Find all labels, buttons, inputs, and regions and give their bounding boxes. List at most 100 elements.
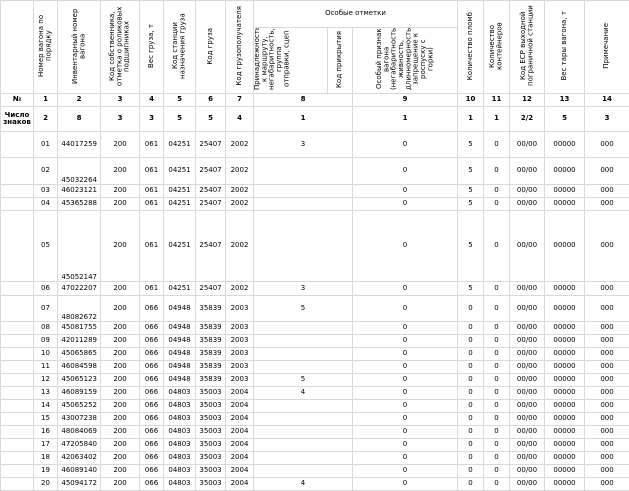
cell-col-6: 25407 xyxy=(195,197,226,211)
cell-col-12: 12 xyxy=(509,93,545,107)
cell-col-5: 04948 xyxy=(163,295,196,322)
cell-col-2: 2 xyxy=(57,93,101,107)
cell-col-9: 0 xyxy=(352,464,458,478)
header-text: Номер вагона по порядку xyxy=(37,14,53,77)
cell-col-7: 2002 xyxy=(225,184,254,198)
cell-col-2: 45065252 xyxy=(57,399,101,413)
cell-col-5: 04948 xyxy=(163,373,196,387)
cell-col-12: 2/2 xyxy=(509,106,545,132)
cell-col-12: 00/00 xyxy=(509,157,545,185)
cell-col-7: 7 xyxy=(225,93,254,107)
cell-col-12: 00/00 xyxy=(509,412,545,426)
cell-col-11: 0 xyxy=(483,386,510,400)
cell-col-6: 6 xyxy=(195,93,226,107)
cell-col-8: 8 xyxy=(253,93,353,107)
cell-col-14: 000 xyxy=(584,281,629,296)
cell-col-6: 25407 xyxy=(195,184,226,198)
cell-col-9: 0 xyxy=(352,347,458,361)
cell-col-10: 5 xyxy=(457,210,484,282)
cell-col-14: 3 xyxy=(584,106,629,132)
cell-col-4: 066 xyxy=(139,386,164,400)
cell-col-4: 061 xyxy=(139,184,164,198)
header-c15: Примечание xyxy=(584,0,629,94)
cell-col-7: 2003 xyxy=(225,347,254,361)
cell-col-1: 06 xyxy=(33,281,58,296)
cell-col-5: 04251 xyxy=(163,281,196,296)
cell-col-14: 000 xyxy=(584,321,629,335)
cell-col-7: 2003 xyxy=(225,321,254,335)
row-label xyxy=(0,425,34,439)
cell-col-14: 000 xyxy=(584,464,629,478)
cell-col-12: 00/00 xyxy=(509,347,545,361)
cell-col-10: 5 xyxy=(457,197,484,211)
cell-col-3: 200 xyxy=(100,438,140,452)
cell-col-7: 2002 xyxy=(225,131,254,158)
cell-col-9: 0 xyxy=(352,386,458,400)
cell-col-13: 00000 xyxy=(544,131,585,158)
cell-col-14: 000 xyxy=(584,477,629,491)
cell-col-2: 47022207 xyxy=(57,281,101,296)
cell-col-13: 00000 xyxy=(544,184,585,198)
cell-col-11: 0 xyxy=(483,295,510,322)
row-label xyxy=(0,347,34,361)
table-row: 15 43007238 200 066 04803 35003 2004 0 0 0 00/00 00… xyxy=(0,412,629,426)
cell-col-6: 35003 xyxy=(195,464,226,478)
cell-col-13: 00000 xyxy=(544,347,585,361)
cell-col-13: 00000 xyxy=(544,373,585,387)
cell-col-11: 0 xyxy=(483,197,510,211)
cell-col-10: 5 xyxy=(457,157,484,185)
cell-col-14: 14 xyxy=(584,93,629,107)
cell-col-12: 00/00 xyxy=(509,321,545,335)
cell-col-2: 48084069 xyxy=(57,425,101,439)
cell-col-13: 00000 xyxy=(544,399,585,413)
cell-col-12: 00/00 xyxy=(509,373,545,387)
cell-col-11: 0 xyxy=(483,184,510,198)
cell-col-1: 01 xyxy=(33,131,58,158)
cell-col-9: 0 xyxy=(352,334,458,348)
cell-col-1: 11 xyxy=(33,360,58,374)
cell-col-9: 0 xyxy=(352,373,458,387)
cell-col-4: 061 xyxy=(139,210,164,282)
cell-col-12: 00/00 xyxy=(509,334,545,348)
cell-col-13: 00000 xyxy=(544,210,585,282)
cell-col-5: 04948 xyxy=(163,360,196,374)
cell-col-14: 000 xyxy=(584,131,629,158)
cell-col-12: 00/00 xyxy=(509,210,545,282)
cell-col-10: 0 xyxy=(457,295,484,322)
cell-col-6: 35839 xyxy=(195,373,226,387)
cell-col-7: 2004 xyxy=(225,464,254,478)
cell-col-6: 35003 xyxy=(195,412,226,426)
cell-col-3: 200 xyxy=(100,360,140,374)
cell-col-14: 000 xyxy=(584,295,629,322)
cell-col-1: 1 xyxy=(33,93,58,107)
cell-col-4: 3 xyxy=(139,106,164,132)
cell-col-8 xyxy=(253,347,353,361)
header-c3: Код собственника, отметка о роликовых по… xyxy=(100,0,140,94)
header-corner xyxy=(0,0,34,94)
cell-col-2: 48082672 xyxy=(57,295,101,322)
cell-col-7: 2004 xyxy=(225,451,254,465)
cell-col-2: 45065865 xyxy=(57,347,101,361)
cell-col-9: 0 xyxy=(352,157,458,185)
cell-col-3: 200 xyxy=(100,464,140,478)
cell-col-4: 061 xyxy=(139,131,164,158)
cell-col-4: 066 xyxy=(139,412,164,426)
cell-col-3: 200 xyxy=(100,425,140,439)
cell-col-11: 0 xyxy=(483,210,510,282)
cell-col-14: 000 xyxy=(584,412,629,426)
cell-col-10: 10 xyxy=(457,93,484,107)
cell-col-1: 16 xyxy=(33,425,58,439)
table-row: 08 45081755 200 066 04948 35839 2003 0 0 0 00/00 00… xyxy=(0,321,629,335)
cell-col-13: 00000 xyxy=(544,334,585,348)
cell-col-12: 00/00 xyxy=(509,295,545,322)
cell-col-12: 00/00 xyxy=(509,399,545,413)
cell-col-3: 200 xyxy=(100,386,140,400)
row-label xyxy=(0,281,34,296)
header-c6: Код груза xyxy=(195,0,226,94)
cell-col-9: 0 xyxy=(352,197,458,211)
cell-col-7: 2003 xyxy=(225,360,254,374)
cell-col-13: 00000 xyxy=(544,295,585,322)
cell-col-10: 5 xyxy=(457,184,484,198)
